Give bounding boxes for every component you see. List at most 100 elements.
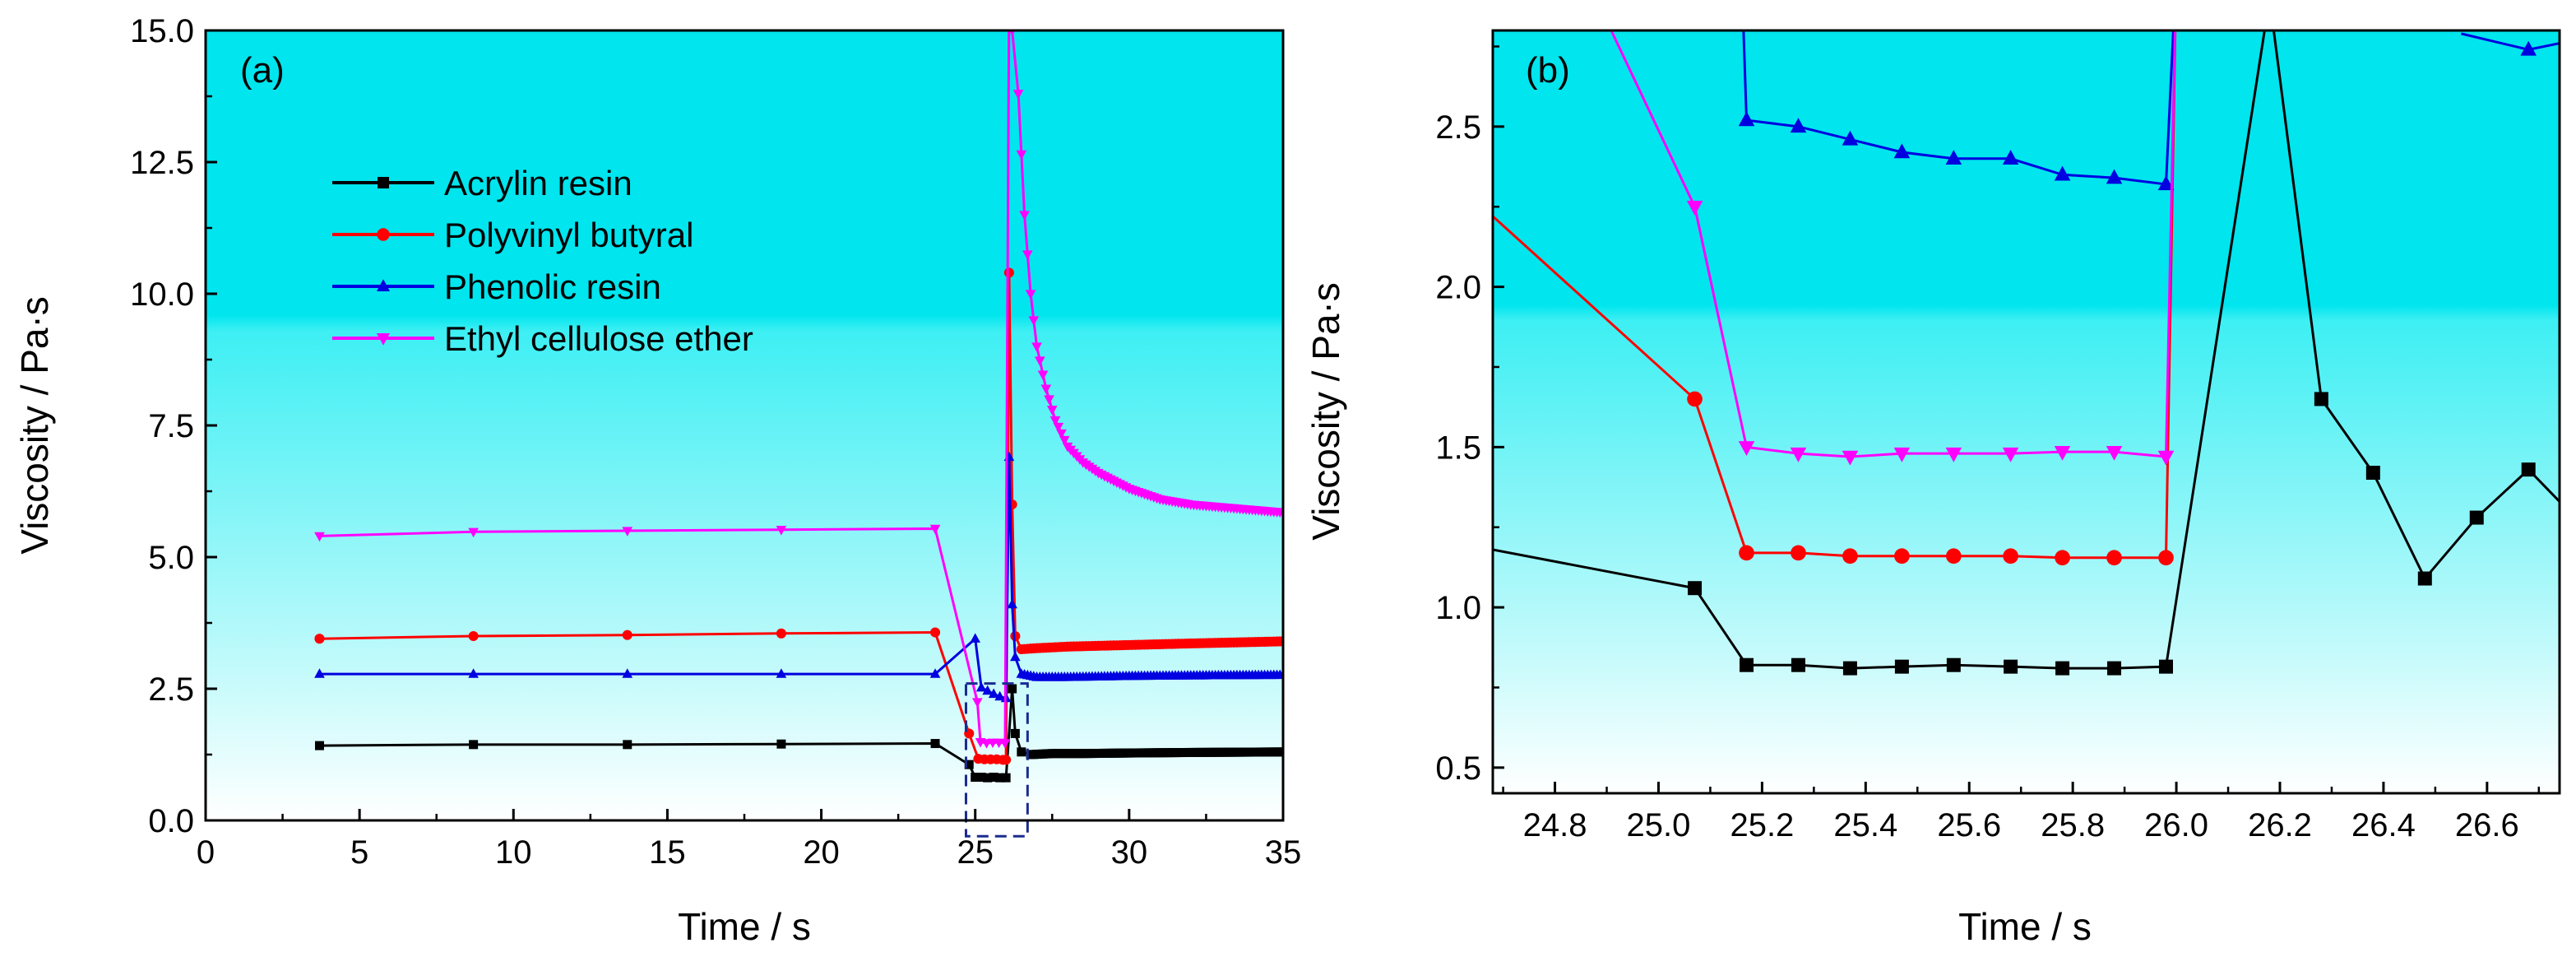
data-point [314,634,325,644]
x-tick-label: 0 [197,834,215,871]
y-tick-label: 12.5 [130,145,194,181]
x-tick-label: 26.6 [2455,807,2519,843]
x-tick-label: 25.2 [1730,807,1794,843]
inset-region-box [964,682,1029,838]
x-tick-label: 5 [350,834,368,871]
axes-frame-b [1491,29,2561,795]
series-layer-a [314,30,1283,783]
chart-panel-b: 24.8 25.0 25.2 25.4 25.6 25.8 26.0 26.2 26.4 26.6… [1304,0,2561,948]
series-polyvinyl-butyral [314,267,1283,765]
data-point [1008,30,1016,36]
data-point [776,526,787,536]
panel-label-a: (a) [240,50,285,91]
x-tick-label: 26.2 [2248,807,2312,843]
data-point [622,629,632,640]
data-point [1044,395,1054,405]
series-line [1493,30,2177,560]
plot-area-b [1493,30,2560,793]
data-point [1040,384,1052,395]
data-point [1016,150,1027,160]
data-point [2157,450,2175,466]
data-point [1842,548,1858,564]
data-point [972,698,983,708]
data-point [2106,550,2122,566]
data-point [1945,150,1962,165]
data-point [314,741,324,750]
data-point [1894,548,1910,564]
data-point [1894,659,1909,674]
data-point [2469,510,2484,525]
chart-panel-a: 0 5 10 15 20 25 30 35 0.0 2.5 5.0 7.5 10.0 12.5 15.0 (… [13,13,1301,948]
data-point [1790,447,1807,462]
data-point [776,668,787,678]
legend-label: Phenolic resin [444,267,661,306]
data-point [2520,40,2537,56]
data-point [469,740,479,750]
data-point [988,688,999,699]
y-tick-label: 0.0 [148,803,194,839]
data-point [1688,581,1703,596]
x-tick-label: 26.4 [2351,807,2416,843]
data-point [2263,0,2277,6]
data-point [622,668,633,678]
legend-label: Ethyl cellulose ether [444,319,753,358]
data-point [2003,548,2018,564]
data-point [2055,661,2070,676]
data-point [2055,550,2070,566]
data-point [1012,90,1024,100]
data-point [1010,728,1020,738]
x-tick-label: 30 [1111,834,1148,871]
data-point [975,681,987,692]
data-point [468,630,479,642]
data-point [314,668,325,678]
data-point [1277,508,1283,518]
axes-frame-a [204,29,1285,822]
data-point [1059,435,1070,446]
data-point [1946,548,1962,564]
data-point [2106,445,2123,461]
x-tick-label: 26.0 [2144,807,2208,843]
data-point [1017,747,1026,757]
data-point [2157,175,2175,191]
plot-area-a [206,30,1283,820]
series-polyvinyl-butyral [1493,30,2177,566]
data-point [929,524,941,535]
y-tick-label: 7.5 [148,408,194,444]
x-tick-label: 35 [1265,834,1302,871]
data-point [1001,755,1012,765]
y-tick-label: 5.0 [148,540,194,576]
data-point [776,739,786,749]
data-point [1037,370,1049,381]
data-point [1046,406,1058,416]
x-tick-label: 25.6 [1937,807,2001,843]
y-tick-label: 2.5 [148,671,194,708]
legend-label: Acrylin resin [444,164,632,202]
data-point [2054,445,2071,461]
legend-item-ethyl-cellulose-ether: Ethyl cellulose ether [332,319,753,358]
data-point [2002,447,2019,462]
legend-item-phenolic-resin: Phenolic resin [332,267,661,306]
data-point [2365,466,2380,481]
data-point [1842,450,1859,466]
ticks-a: 0 5 10 15 20 25 30 35 0.0 2.5 5.0 7.5 10.0 12.5 15.0 [130,13,1301,871]
data-point [1686,200,1703,216]
x-tick-label: 25.4 [1833,807,1897,843]
series-layer-b [1493,0,2560,676]
y-tick-label: 2.5 [1435,109,1481,146]
data-point [995,773,1005,783]
data-point [1893,447,1911,462]
x-tick-label: 20 [803,834,840,871]
y-tick-label: 10.0 [130,276,194,313]
legend-marker [376,279,391,291]
series-acrylin-resin [314,684,1283,783]
data-point [2002,150,2019,165]
data-point [929,668,941,678]
data-point [970,633,981,643]
data-point [1842,130,1859,146]
panel-label-b: (b) [1526,50,1570,91]
data-point [1277,669,1283,680]
data-point [1019,211,1030,221]
series-line [1493,30,2560,670]
data-point [1687,391,1703,407]
legend-a: Acrylin resin Polyvinyl butyral Phenolic r… [332,164,753,358]
